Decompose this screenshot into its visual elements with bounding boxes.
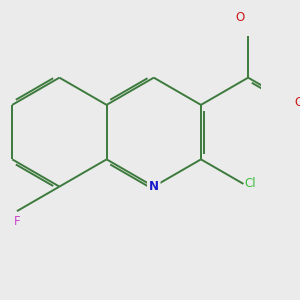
- Text: O: O: [235, 11, 244, 23]
- Text: F: F: [14, 215, 20, 228]
- Text: O: O: [294, 96, 300, 109]
- Text: Cl: Cl: [245, 177, 256, 190]
- Text: N: N: [149, 180, 159, 193]
